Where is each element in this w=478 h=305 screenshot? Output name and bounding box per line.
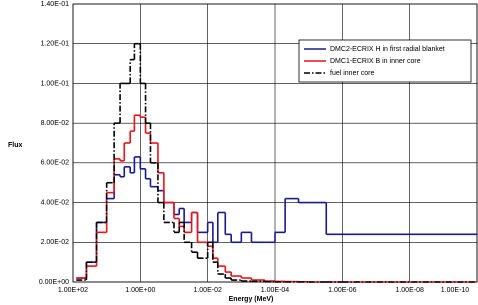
y-tick-label: 8.00E-02 [41, 120, 70, 127]
y-tick-label: 4.00E-02 [41, 199, 70, 206]
y-tick-label: 0.00E+00 [39, 279, 69, 286]
x-tick-label: 1.00E-10 [441, 287, 470, 294]
legend-label: DMC1-ECRIX B in inner core [330, 58, 421, 65]
legend-box [298, 39, 472, 83]
y-tick-label: 6.00E-02 [41, 160, 70, 167]
y-axis-title: Flux [8, 142, 22, 149]
x-axis-title: Energy (MeV) [229, 296, 274, 303]
y-tick-label: 2.00E-02 [41, 239, 70, 246]
legend-label: fuel inner core [330, 70, 374, 77]
x-tick-label: 1.00E-02 [193, 287, 222, 294]
x-tick-label: 1.00E-04 [261, 287, 290, 294]
x-tick-label: 1.00E+00 [125, 287, 155, 294]
x-tick-label: 1.00E+02 [58, 287, 88, 294]
y-tick-label: 1.40E-01 [41, 1, 70, 8]
x-tick-label: 1.00E-06 [328, 287, 357, 294]
y-tick-label: 1.00E-01 [41, 80, 70, 87]
y-tick-label: 1.20E-01 [41, 41, 70, 48]
x-tick-label: 1.00E-08 [395, 287, 424, 294]
legend-label: DMC2-ECRIX H in first radial blanket [330, 46, 445, 53]
